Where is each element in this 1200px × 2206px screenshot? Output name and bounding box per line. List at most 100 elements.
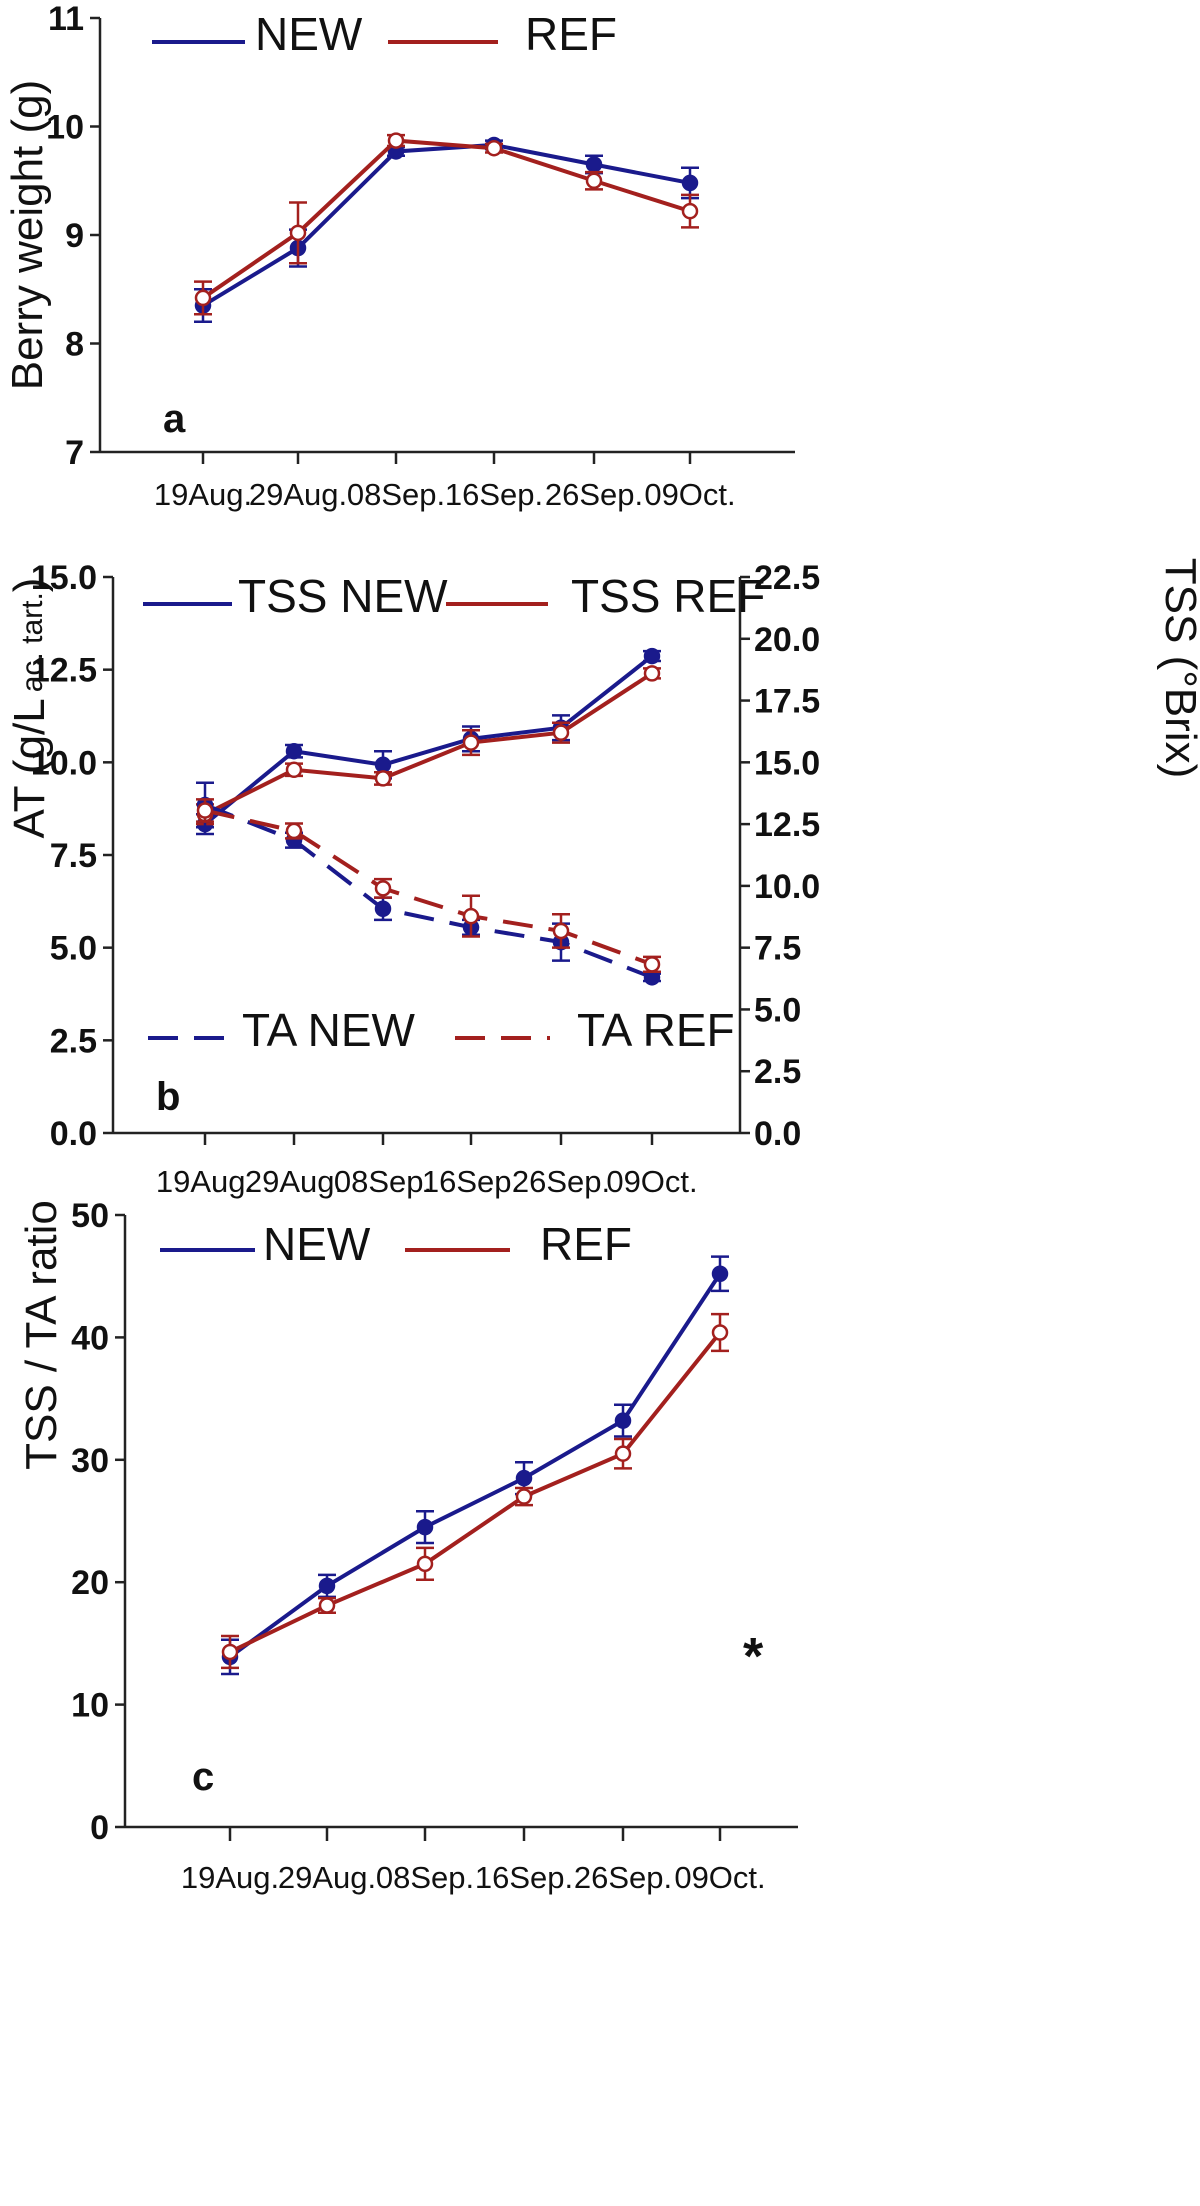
panel-c-ytick-label: 40 [71,1319,109,1357]
panel-b-series-tss-new-point [643,647,661,665]
panel-c-series-new-point [318,1577,336,1595]
panel-b-y2tick-label: 15.0 [754,744,820,782]
panel-c-ylabel: TSS / TA ratio [17,1200,66,1470]
panel-a-series-new-line [201,142,691,308]
panel-c-legend-new-label: NEW [263,1218,371,1270]
panel-a-ytick-label: 11 [48,0,84,38]
panel-c-series-new-line [228,1272,722,1659]
panel-a-series-new-point [585,156,603,173]
panel-b-y2tick-label: 10.0 [754,868,820,906]
panel-b-ytick-label: 5.0 [50,930,97,968]
panel-c-ytick-label: 30 [71,1442,109,1480]
panel-a-xtick-label: 08Sep. [347,477,445,512]
panel-a-ylabel: Berry weight (g) [3,80,52,391]
panel-a-xtick-label: 09Oct. [644,477,735,512]
panel-b-series-ta-ref-point [196,802,214,819]
panel-a-berry-weight-chart: Berry weight (g) a 7 8 9 10 11 19Aug.29Aug. 08… [3,0,795,512]
panel-b-ytick-label: 7.5 [50,837,97,875]
panel-c-series-ref-point [221,1643,239,1661]
panel-b-y2tick-label: 17.5 [754,683,820,721]
panel-b-legend-tss-ref-label: TSS REF [571,570,765,622]
panel-b-letter: b [156,1075,180,1119]
panel-b-series-ta-ref-point [374,880,392,897]
panel-b-ylabel-main: AT (g/L [5,698,54,838]
panel-c-series-ref-point [515,1488,533,1505]
panel-a-ytick-label: 10 [46,109,84,147]
panel-c-series-new-point [416,1518,434,1536]
panel-b-xtick-label: 19Aug. [156,1164,254,1199]
panel-b-y2tick-label: 20.0 [754,621,820,659]
panel-b-legend-ta-new-label: TA NEW [242,1004,416,1056]
panel-b-legend-tss-new-label: TSS NEW [238,570,448,622]
panel-a-legend-new-label: NEW [255,8,363,60]
panel-b-legend-ta-ref-label: TA REF [577,1004,735,1056]
panel-b-series-tss-ref-point [285,761,303,778]
panel-a-series-ref-line [201,138,691,300]
panel-c-legend-ref-label: REF [540,1218,632,1270]
panel-b-ylabel-close: ) [5,578,54,593]
panel-a-legend-ref-label: REF [525,8,617,60]
panel-b-series-tss-ref-point [374,770,392,787]
panel-a-ytick-label: 9 [65,217,84,255]
panel-b-series-ta-ref-point [462,907,480,925]
panel-b-xtick-label: 08Sep. [334,1164,432,1199]
panel-b-series-tss-ref-point [643,665,661,682]
panel-c-ytick-label: 20 [71,1564,109,1602]
panel-b-ytick-label: 12.5 [31,652,97,690]
panel-b-series-tss-ref-point [462,734,480,751]
panel-a-xtick-label: 16Sep. [445,477,543,512]
panel-a-series-ref-point [387,132,405,149]
panel-b-ylabel-sub: ac. tart. [16,592,49,692]
panel-a-series-ref-point [485,139,503,157]
panel-a-xtick-label: 26Sep. [545,477,643,512]
panel-b-ytick-label: 15.0 [31,559,97,597]
panel-c-xtick-label: 16Sep. [475,1860,573,1895]
panel-c-series-new-point [711,1265,729,1283]
panel-b-series-ta-ref-point [552,922,570,940]
panel-b-xtick-label: 26Sep. [512,1164,610,1199]
panel-a-series-ref-point [585,172,603,189]
panel-b-y2tick-label: 22.5 [754,559,820,597]
panel-b-y2tick-label: 0.0 [754,1115,801,1153]
panel-b-y2tick-label: 2.5 [754,1053,801,1091]
panel-b-xtick-label: 09Oct. [606,1164,697,1199]
panel-c-series-ref-point [416,1555,434,1573]
panel-b-y2tick-label: 5.0 [754,991,801,1029]
panel-c-series-new-point [515,1469,533,1487]
panel-b-y2tick-label: 7.5 [754,930,801,968]
panel-a-series-ref-point [194,289,212,307]
panel-c-xtick-label: 29Aug. [278,1860,376,1895]
panel-c-xtick-label: 19Aug. [181,1860,279,1895]
panel-b-series-ta-ref-line [204,808,653,967]
panel-a-series-new-point [681,174,699,192]
panel-c-tss-ta-ratio-chart: TSS / TA ratio c * 0 10 20 30 40 50 19Aug.29Au… [17,1197,798,1895]
panel-c-series-ref-line [229,1331,722,1654]
panel-b-series-ta-new-point [374,900,392,917]
panel-b-series-tss-new-point [374,756,392,774]
panel-c-letter: c [192,1755,214,1799]
panel-b-series-tss-new-point [285,742,303,760]
panel-c-ytick-label: 50 [71,1197,109,1235]
panel-c-xtick-label: 09Oct. [674,1860,765,1895]
panel-b-ytick-label: 0.0 [50,1115,97,1153]
panel-b-xtick-label: 29Aug. [245,1164,343,1199]
panel-b-series-ta-new-line [204,803,653,980]
panel-a-xtick-label: 29Aug. [249,477,347,512]
panel-a-series-ref-point [681,202,699,220]
panel-b-acidity-tss-chart: AT (g/L ac. tart.) TSS (°Brix) b 0.0 2.5 5.… [5,558,1200,1199]
panel-b-ylabel: AT (g/L ac. tart.) [5,578,54,839]
panel-a-xtick-label: 19Aug. [154,477,252,512]
panel-a-series-ref-point [289,224,307,242]
panel-c-series-ref-point [318,1597,336,1614]
panel-c-xtick-label: 26Sep. [574,1860,672,1895]
panel-b-y2tick-label: 12.5 [754,806,820,844]
panel-b-series-ta-ref-point [285,822,303,840]
panel-c-series-ref-point [614,1445,632,1462]
panel-b-series-tss-ref-point [552,724,570,741]
panel-c-ytick-label: 0 [90,1809,109,1847]
panel-a-ytick-label: 7 [65,434,84,472]
panel-a-ytick-label: 8 [65,326,84,364]
panel-b-series-tss-new-line [203,654,654,826]
panel-c-series-new-point [614,1412,632,1429]
panel-a-letter: a [163,397,186,441]
